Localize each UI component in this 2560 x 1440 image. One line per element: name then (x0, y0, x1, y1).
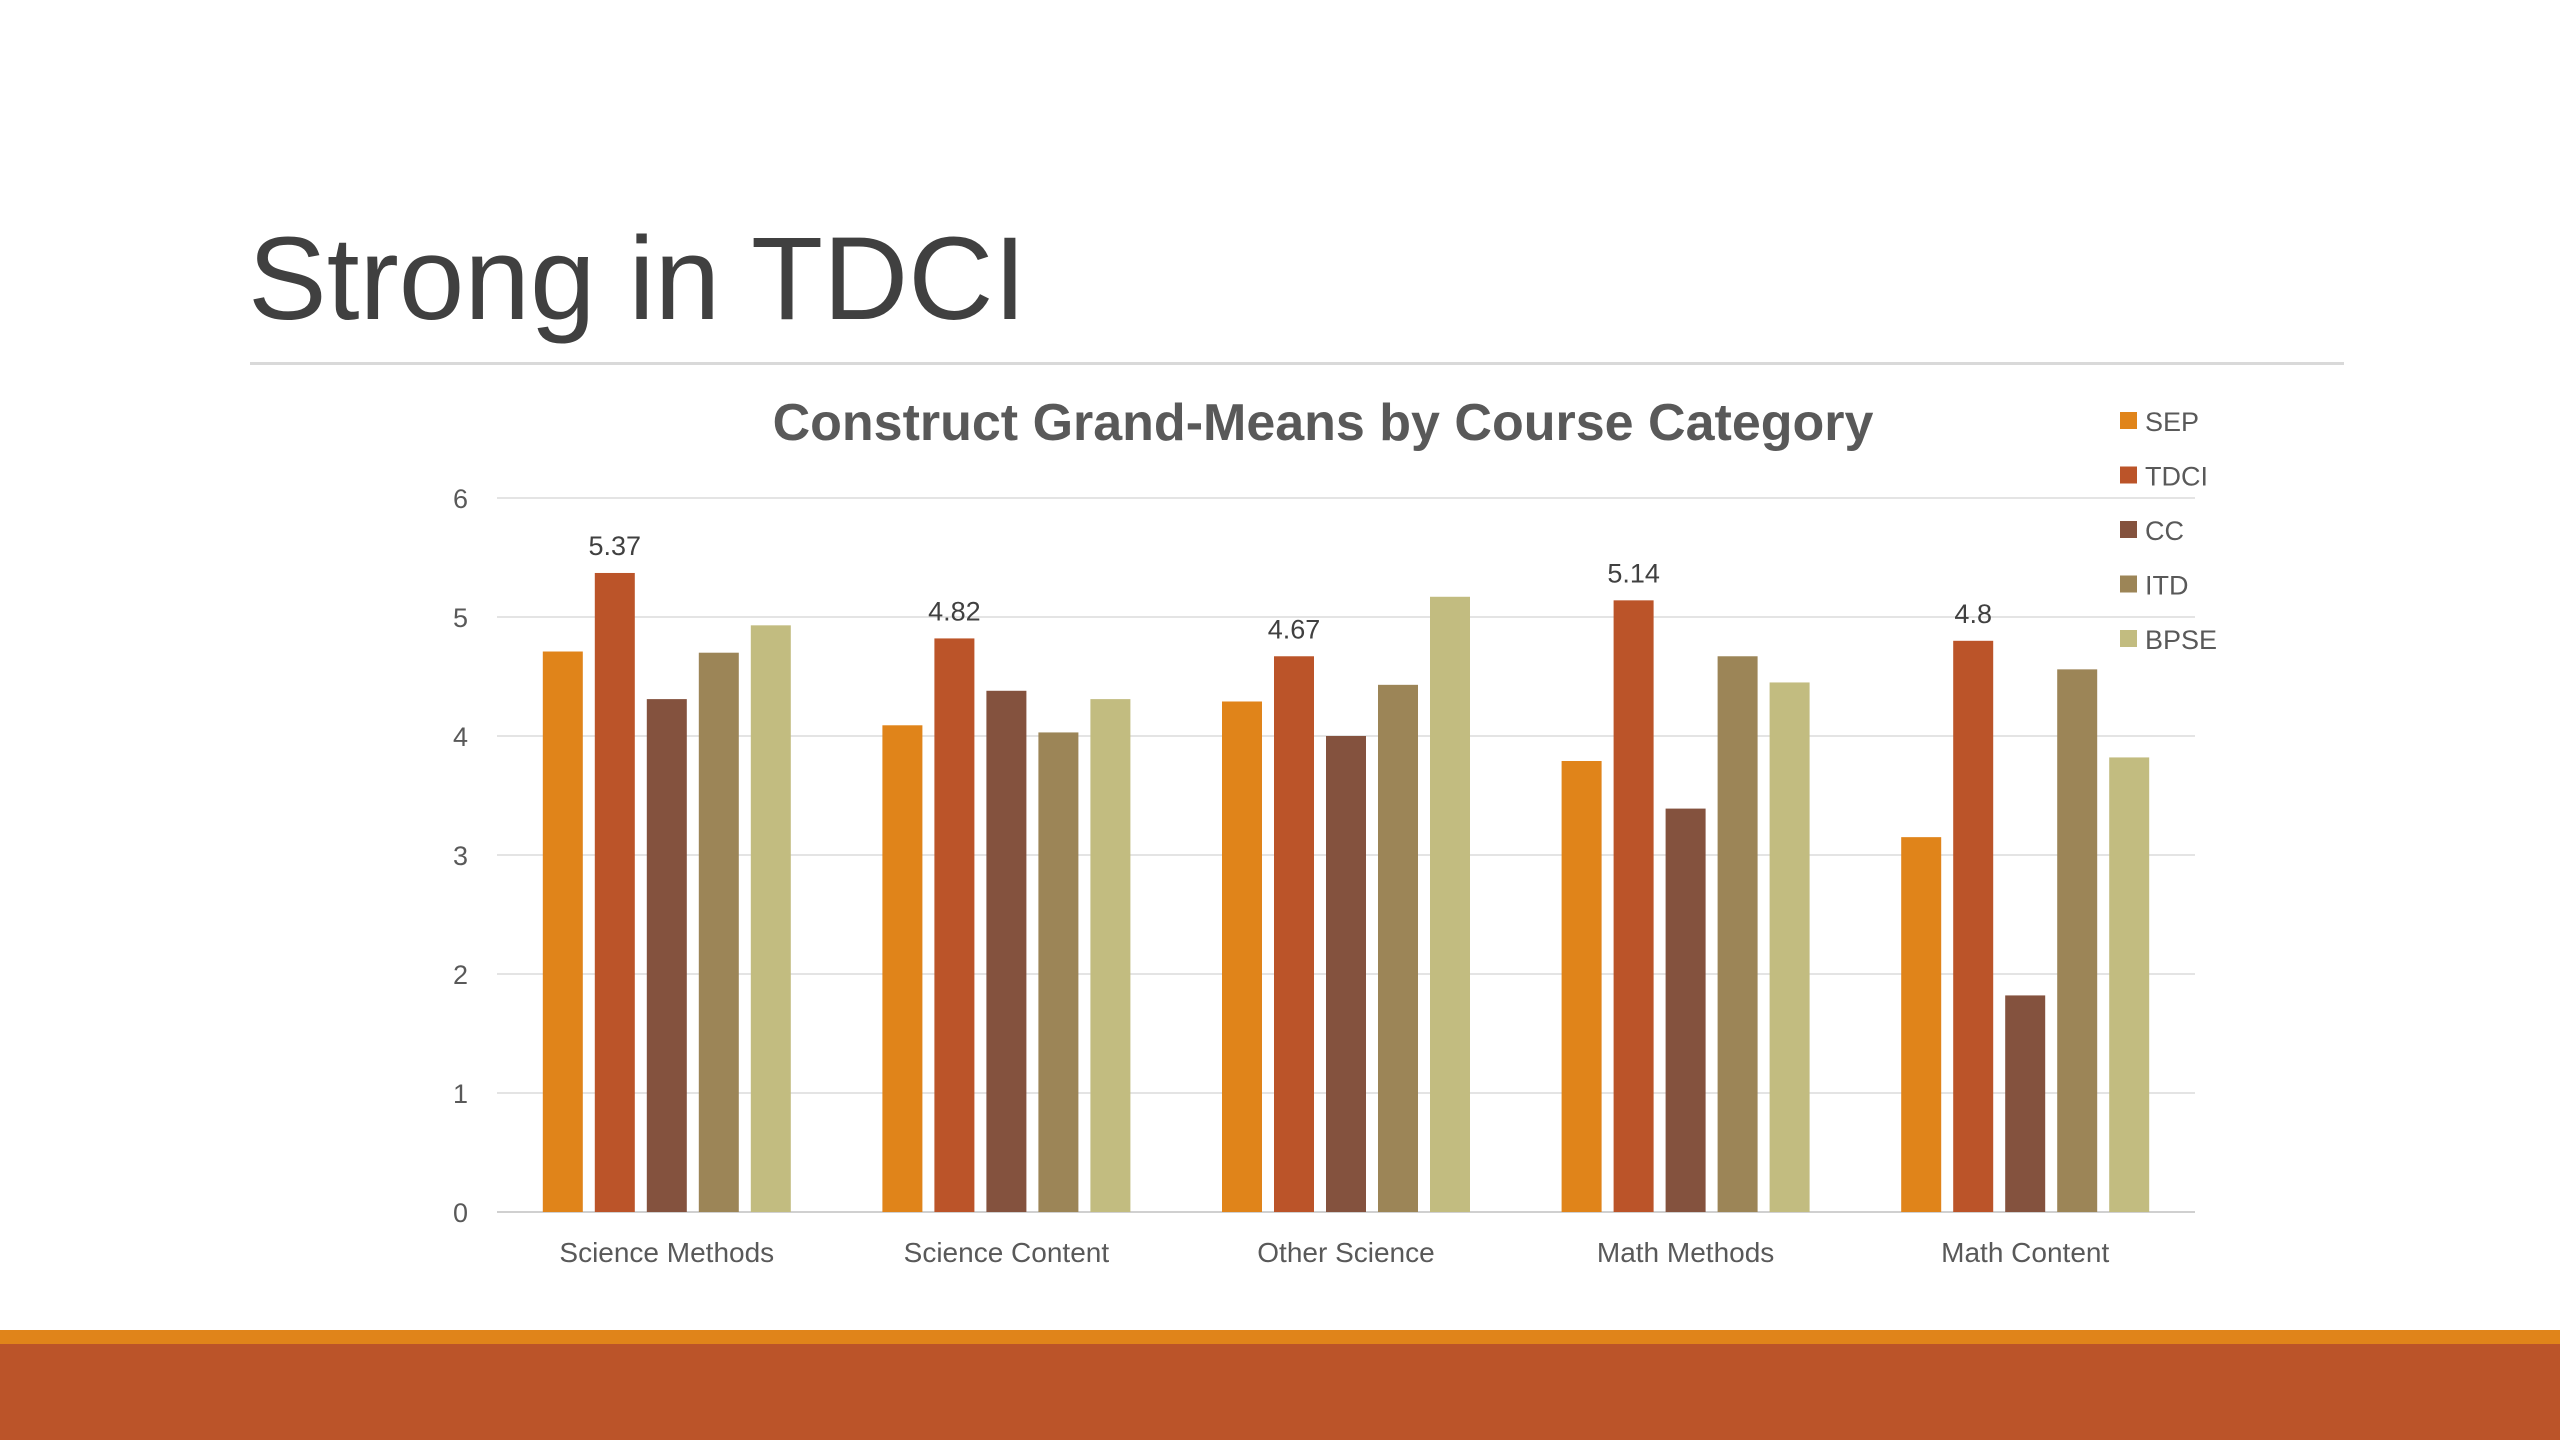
legend-label-bpse: BPSE (2145, 625, 2217, 655)
x-tick-label: Math Methods (1597, 1237, 1774, 1268)
data-label: 4.82 (928, 596, 981, 626)
legend-swatch-cc (2120, 521, 2137, 538)
legend-label-itd: ITD (2145, 571, 2189, 601)
y-tick-label: 6 (453, 484, 468, 514)
bar-bpse-other-science (1430, 596, 1470, 1212)
footer-accent-stripe (0, 1330, 2560, 1344)
x-tick-label: Science Content (904, 1237, 1110, 1268)
legend-label-sep: SEP (2145, 407, 2199, 437)
x-tick-label: Other Science (1257, 1237, 1434, 1268)
bar-tdci-science-content (934, 638, 975, 1212)
bar-bpse-science-methods (750, 625, 791, 1212)
y-tick-label: 4 (453, 722, 468, 752)
slide-title: Strong in TDCI (248, 213, 1027, 345)
bar-tdci-math-content (1953, 640, 1994, 1212)
legend-swatch-tdci (2120, 466, 2137, 484)
legend-swatch-itd (2120, 575, 2137, 593)
y-tick-label: 0 (453, 1198, 468, 1228)
legend-swatch-sep (2120, 412, 2137, 429)
x-tick-label: Science Methods (559, 1237, 774, 1268)
y-tick-label: 3 (453, 841, 468, 871)
y-tick-label: 2 (453, 960, 468, 990)
footer-band (0, 1344, 2560, 1440)
x-tick-label: Math Content (1941, 1237, 2109, 1268)
bar-sep-science-content (882, 725, 923, 1212)
bar-bpse-science-content (1090, 699, 1131, 1212)
bar-chart: Construct Grand-Means by Course Category… (453, 394, 2217, 1268)
bar-sep-math-methods (1561, 760, 1602, 1212)
bar-sep-science-methods (542, 651, 583, 1212)
bar-itd-science-content (1038, 732, 1079, 1212)
bar-cc-science-content (986, 690, 1027, 1212)
legend-swatch-bpse (2120, 630, 2137, 647)
legend-label-tdci: TDCI (2145, 462, 2208, 492)
bar-cc-math-methods (1665, 808, 1706, 1212)
bar-tdci-math-methods (1613, 600, 1654, 1212)
bar-bpse-math-methods (1769, 682, 1810, 1212)
bar-tdci-science-methods (594, 572, 635, 1212)
y-tick-label: 5 (453, 603, 468, 633)
bar-cc-other-science (1326, 736, 1366, 1212)
bar-sep-other-science (1222, 701, 1262, 1212)
bar-itd-math-methods (1717, 656, 1758, 1212)
data-label: 4.8 (1954, 599, 1992, 629)
bar-itd-math-content (2057, 669, 2098, 1212)
bar-itd-science-methods (698, 652, 739, 1212)
chart-title: Construct Grand-Means by Course Category (773, 394, 1874, 452)
bar-itd-other-science (1378, 684, 1418, 1212)
y-tick-label: 1 (453, 1079, 468, 1109)
bar-bpse-math-content (2109, 757, 2150, 1212)
bar-tdci-other-science (1274, 656, 1314, 1212)
bar-cc-science-methods (646, 699, 687, 1212)
title-divider (250, 362, 2344, 365)
legend-label-cc: CC (2145, 516, 2184, 546)
data-label: 5.14 (1607, 558, 1660, 588)
bar-cc-math-content (2005, 995, 2046, 1212)
data-label: 4.67 (1268, 614, 1321, 644)
data-label: 5.37 (589, 531, 642, 561)
bar-sep-math-content (1901, 837, 1942, 1212)
